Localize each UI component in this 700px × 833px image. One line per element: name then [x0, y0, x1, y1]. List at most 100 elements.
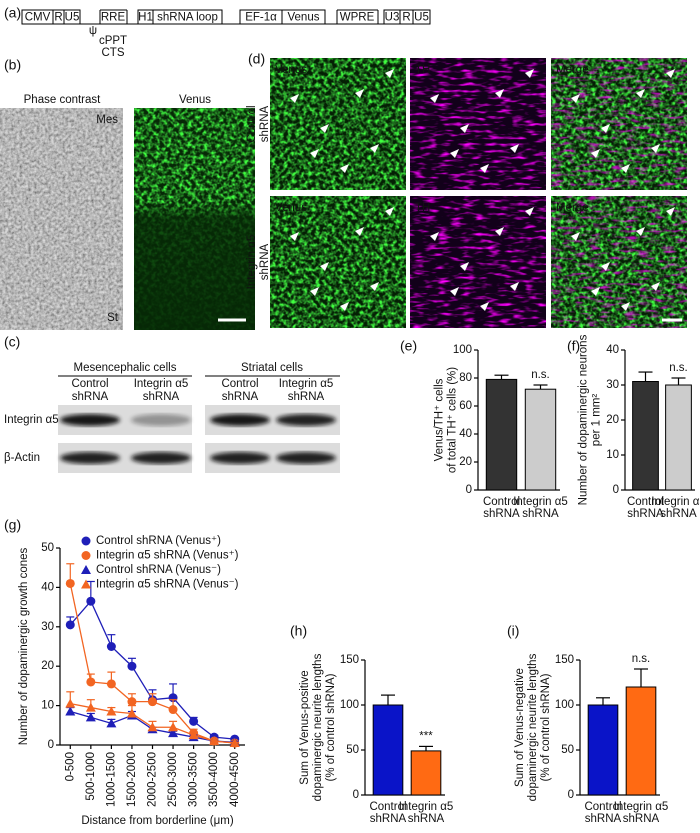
arrowhead	[621, 164, 630, 173]
magenta-texture	[410, 58, 546, 190]
y-tick-label: 40	[606, 344, 619, 356]
x-tick-label: 3000-3500	[188, 752, 200, 807]
panel-label: (h)	[290, 623, 307, 639]
x-tick-label: Control	[584, 801, 621, 813]
y-tick-label: 20	[459, 456, 472, 468]
y-axis-label: Venus/TH⁺ cells	[434, 378, 446, 461]
row-label: Control	[246, 105, 258, 142]
bar	[587, 704, 619, 796]
arrowhead	[450, 149, 459, 158]
y-tick-label: 100	[555, 699, 574, 711]
panel-label: (e)	[400, 338, 417, 354]
arrowhead	[340, 164, 349, 173]
y-axis-label: (% of control shRNA)	[540, 673, 552, 781]
x-tick-label: shRNA	[483, 508, 520, 520]
x-tick-label: shRNA	[660, 508, 697, 520]
construct-element: Venus	[288, 12, 320, 24]
y-tick-label: 50	[41, 542, 54, 554]
arrowhead	[651, 144, 660, 153]
marker	[126, 708, 137, 718]
marker	[106, 718, 117, 728]
y-tick-label: 0	[48, 739, 54, 751]
annotation: n.s.	[669, 362, 688, 374]
x-tick-label: 1500-2000	[126, 752, 138, 807]
bar	[410, 750, 442, 796]
image-title: TH	[415, 64, 430, 76]
venus-texture	[134, 108, 255, 330]
phase-texture	[0, 108, 123, 330]
band	[131, 414, 191, 426]
y-axis-label: (% of control shRNA)	[325, 673, 337, 781]
y-axis-label: Number of dopaminergic neurons	[578, 334, 590, 505]
legend-marker	[81, 565, 91, 574]
bar	[372, 704, 404, 796]
arrowhead	[310, 149, 319, 158]
arrowhead	[651, 282, 660, 291]
row-label: shRNA	[259, 243, 271, 280]
image-title: Venus	[179, 94, 211, 106]
image-title: Venus	[275, 202, 307, 214]
construct-element: U5	[65, 12, 80, 24]
legend-label: Integrin α5 shRNA (Venus⁻)	[96, 579, 239, 591]
construct-box	[281, 9, 326, 25]
band	[210, 414, 270, 426]
error-bar	[671, 377, 686, 385]
x-tick-label: 2000-2500	[147, 752, 159, 807]
construct-element: U5	[414, 12, 429, 24]
arrowhead	[510, 144, 519, 153]
x-tick-label: shRNA	[370, 813, 407, 825]
arrowhead	[480, 164, 489, 173]
x-tick-label: Control	[627, 496, 664, 508]
annotation: ***	[419, 730, 433, 742]
bar	[632, 381, 659, 491]
arrowhead	[290, 94, 299, 103]
y-tick-label: 0	[613, 484, 619, 496]
error-bar	[634, 668, 648, 687]
y-axis-label: Sum of Venus-negative	[514, 668, 526, 787]
marker	[189, 716, 199, 726]
y-tick-label: 10	[41, 700, 54, 712]
arrowhead	[601, 262, 610, 271]
lane-label: shRNA	[143, 391, 180, 403]
y-tick-label: 0	[353, 789, 359, 801]
x-tick-label: Integrin α5	[513, 496, 568, 508]
arrowhead	[430, 94, 439, 103]
arrowhead	[450, 287, 459, 296]
legend-label: Control shRNA (Venus⁻)	[96, 564, 221, 576]
y-tick-label: 60	[459, 400, 472, 412]
error-bar	[533, 384, 548, 390]
x-tick-label: shRNA	[627, 508, 664, 520]
marker	[147, 722, 158, 732]
group-label: Striatal cells	[241, 362, 303, 374]
arrowhead	[340, 302, 349, 311]
green-texture	[270, 58, 406, 190]
band	[131, 452, 191, 464]
x-axis-label: Distance from borderline (μm)	[81, 815, 234, 827]
image-title: Venus	[275, 64, 307, 76]
arrowhead	[460, 262, 469, 271]
lane-label: Control	[221, 378, 258, 390]
region-label: St	[107, 312, 119, 324]
legend-marker	[81, 579, 91, 589]
marker	[86, 677, 96, 687]
bar	[485, 378, 518, 491]
x-tick-label: 3500-4000	[208, 752, 220, 807]
green-texture	[270, 196, 406, 328]
legend-marker	[81, 551, 91, 560]
y-tick-label: 50	[346, 744, 359, 756]
marker	[209, 736, 220, 746]
arrowhead	[320, 124, 329, 133]
y-tick-label: 80	[459, 372, 472, 384]
marker	[86, 596, 96, 606]
band	[60, 452, 120, 464]
x-tick-label: Control	[483, 496, 520, 508]
marker	[106, 706, 117, 716]
legend-marker	[81, 536, 91, 546]
construct-element: shRNA loop	[157, 12, 218, 24]
image-title: Merge	[556, 202, 589, 214]
arrowhead	[370, 282, 379, 291]
arrowhead	[290, 232, 299, 241]
y-axis-label: of total TH⁺ cells (%)	[447, 367, 459, 473]
y-axis-label: dopaminergic neurite lengths	[312, 653, 324, 801]
